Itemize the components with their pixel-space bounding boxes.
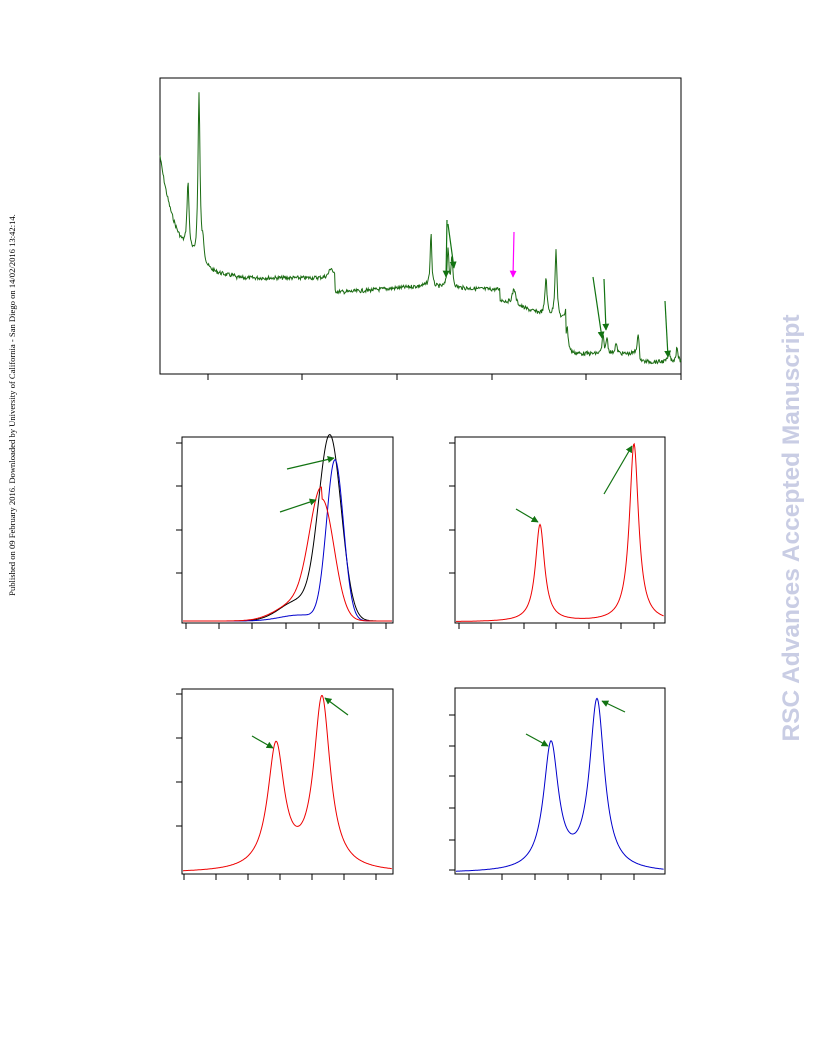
x-axis-ticks <box>468 874 635 880</box>
spectrum-line <box>159 92 682 365</box>
green-arrow <box>515 508 539 523</box>
magenta-arrow <box>509 231 517 278</box>
plot-frame <box>454 687 666 875</box>
blue-component-curve <box>183 459 392 622</box>
blue-curve <box>456 697 664 872</box>
x-axis-ticks <box>183 874 377 880</box>
red-curve <box>456 442 664 622</box>
plot-frame <box>159 77 682 375</box>
green-arrow <box>286 456 335 470</box>
y-axis-ticks <box>176 693 182 827</box>
green-arrow <box>279 498 317 513</box>
green-arrow <box>592 276 605 339</box>
y-axis-ticks <box>176 442 182 574</box>
x-axis-ticks <box>207 374 682 380</box>
green-arrow <box>447 223 457 269</box>
red-curve <box>183 694 392 872</box>
green-arrow <box>601 700 626 713</box>
green-arrow <box>602 278 610 331</box>
middle-right-panel <box>449 436 666 629</box>
spectrum-arrows <box>442 219 672 358</box>
green-arrow <box>603 445 633 495</box>
y-axis-ticks <box>449 442 455 574</box>
sum-curve <box>183 434 392 622</box>
plot-frame <box>454 436 666 624</box>
bottom-right-panel <box>449 687 666 880</box>
bottom-left-panel <box>176 688 394 880</box>
plot-frame <box>181 436 394 624</box>
green-arrow <box>324 697 349 716</box>
green-arrow <box>664 300 672 358</box>
x-axis-ticks <box>185 623 387 629</box>
red-component-curve <box>183 486 392 622</box>
green-arrow <box>251 735 274 749</box>
plot-frame <box>181 688 394 875</box>
x-axis-ticks <box>458 623 655 629</box>
middle-left-panel <box>176 434 394 629</box>
top-spectrum-panel <box>159 77 682 380</box>
y-axis-ticks <box>449 714 455 871</box>
green-arrow <box>525 733 549 747</box>
green-arrow <box>442 219 450 278</box>
